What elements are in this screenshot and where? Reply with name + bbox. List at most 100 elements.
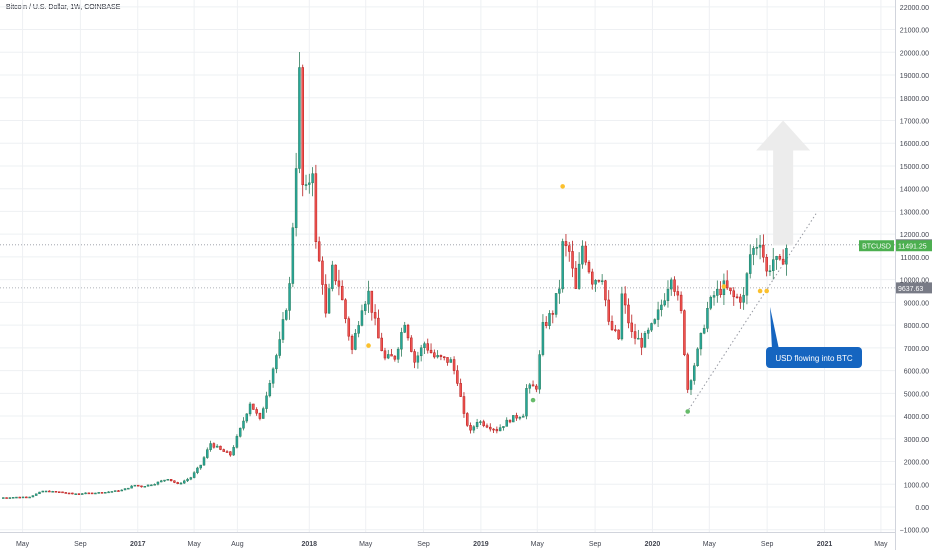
candle-body — [163, 479, 166, 482]
candle — [222, 448, 225, 452]
candle-body — [472, 426, 476, 431]
candle-body — [81, 493, 84, 495]
candle-body — [120, 489, 123, 492]
candle-body — [146, 484, 150, 487]
candle — [166, 479, 170, 481]
candle — [755, 238, 759, 256]
candle-body — [84, 492, 87, 495]
candle — [150, 484, 153, 487]
candle — [591, 268, 594, 290]
y-tick-label: 13000.00 — [900, 209, 929, 216]
candle-body — [518, 417, 522, 419]
candle — [123, 488, 127, 491]
candle — [143, 486, 147, 488]
candle — [515, 412, 518, 421]
candle-body — [278, 339, 281, 356]
candle-body — [8, 497, 12, 499]
candle — [561, 238, 564, 293]
candle-body — [505, 419, 508, 427]
candle-body — [765, 256, 768, 272]
candle — [275, 353, 278, 374]
candle — [433, 349, 436, 359]
candle — [410, 335, 413, 353]
candle-body — [192, 472, 196, 478]
candle — [758, 234, 762, 260]
candle — [61, 491, 64, 494]
candle-body — [498, 427, 502, 432]
candle — [512, 415, 515, 423]
candle — [778, 254, 782, 261]
candle — [176, 481, 179, 485]
event-dot — [764, 288, 769, 294]
candle-body — [426, 343, 430, 351]
candle — [94, 492, 97, 495]
callout-text: USD flowing into BTC — [775, 354, 853, 363]
candle — [367, 280, 370, 313]
candle-body — [166, 479, 170, 481]
candle — [541, 314, 545, 357]
candle — [521, 413, 525, 418]
candle — [51, 490, 54, 493]
candle — [452, 356, 456, 375]
candle-body — [561, 241, 564, 290]
candle — [192, 471, 196, 479]
candle-body — [370, 290, 374, 313]
candle — [261, 406, 265, 419]
candle — [423, 341, 426, 354]
candle — [183, 479, 186, 484]
candle-body — [656, 309, 660, 320]
candle-body — [357, 325, 360, 334]
candle-body — [340, 285, 344, 301]
candle — [298, 51, 301, 174]
candle — [271, 367, 275, 388]
candle — [739, 293, 742, 309]
candle — [498, 424, 502, 432]
y-tick-label: 11000.00 — [900, 255, 929, 262]
candle-body — [676, 291, 680, 296]
candle-body — [235, 436, 239, 448]
candle-body — [768, 270, 772, 272]
candle-body — [123, 488, 127, 491]
candle — [2, 497, 5, 499]
candle — [5, 497, 8, 499]
candle-body — [97, 492, 100, 494]
candle — [340, 280, 344, 301]
candle-body — [643, 333, 647, 348]
candle-body — [57, 491, 61, 493]
y-tick-label: 21000.00 — [900, 28, 929, 35]
price-badge — [896, 240, 932, 252]
candle-body — [199, 464, 202, 469]
candle-body — [640, 337, 643, 348]
candle-body — [87, 492, 91, 495]
candle-body — [623, 293, 627, 306]
candle-body — [587, 261, 591, 273]
candle — [281, 311, 285, 343]
ticker-badge-label: BTCUSD — [862, 244, 891, 251]
candle — [153, 483, 156, 486]
candle-body — [781, 258, 785, 265]
candle — [600, 274, 604, 285]
candle-body — [94, 492, 97, 495]
candle-body — [633, 331, 637, 339]
candle — [377, 309, 380, 339]
candle-body — [702, 328, 706, 334]
candle — [311, 167, 314, 197]
x-tick-label: Aug — [231, 541, 244, 548]
candle-body — [689, 380, 693, 390]
candle-body — [350, 335, 354, 350]
candle-body — [169, 479, 173, 482]
candle-body — [433, 352, 436, 358]
candle — [716, 280, 719, 303]
candle-body — [104, 492, 107, 494]
candle — [689, 379, 693, 396]
candle-body — [28, 496, 31, 499]
candle — [235, 434, 239, 449]
x-tick-label: May — [359, 541, 373, 548]
candle — [317, 236, 321, 263]
y-tick-label: 16000.00 — [900, 141, 929, 148]
candle-body — [206, 449, 209, 458]
candle-body — [51, 491, 54, 493]
candle — [663, 293, 666, 307]
